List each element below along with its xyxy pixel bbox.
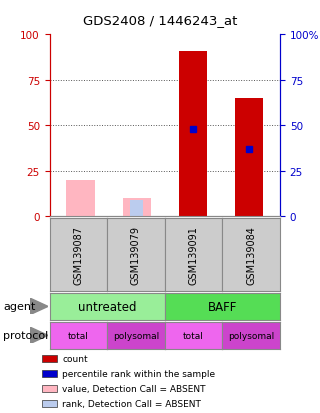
- Text: total: total: [68, 331, 89, 340]
- Bar: [130, 200, 143, 217]
- Text: GSM139079: GSM139079: [131, 225, 141, 285]
- Text: GSM139091: GSM139091: [188, 225, 199, 285]
- Text: count: count: [62, 354, 88, 363]
- Bar: [67, 180, 94, 217]
- Bar: [42, 385, 57, 392]
- Text: GSM139087: GSM139087: [73, 225, 84, 285]
- Text: polysomal: polysomal: [113, 331, 159, 340]
- Bar: [179, 52, 207, 217]
- Bar: [42, 370, 57, 377]
- Text: polysomal: polysomal: [228, 331, 274, 340]
- Text: untreated: untreated: [78, 300, 136, 313]
- Text: GSM139084: GSM139084: [246, 225, 256, 285]
- Text: total: total: [183, 331, 204, 340]
- Text: percentile rank within the sample: percentile rank within the sample: [62, 369, 215, 378]
- Text: protocol: protocol: [3, 330, 48, 341]
- Text: GDS2408 / 1446243_at: GDS2408 / 1446243_at: [83, 14, 237, 27]
- Polygon shape: [30, 328, 48, 344]
- Polygon shape: [30, 299, 48, 315]
- Bar: [42, 355, 57, 362]
- Bar: [235, 99, 263, 217]
- Bar: [42, 400, 57, 407]
- Text: BAFF: BAFF: [208, 300, 237, 313]
- Text: agent: agent: [3, 301, 36, 312]
- Text: rank, Detection Call = ABSENT: rank, Detection Call = ABSENT: [62, 399, 201, 408]
- Bar: [123, 199, 151, 217]
- Text: value, Detection Call = ABSENT: value, Detection Call = ABSENT: [62, 384, 206, 393]
